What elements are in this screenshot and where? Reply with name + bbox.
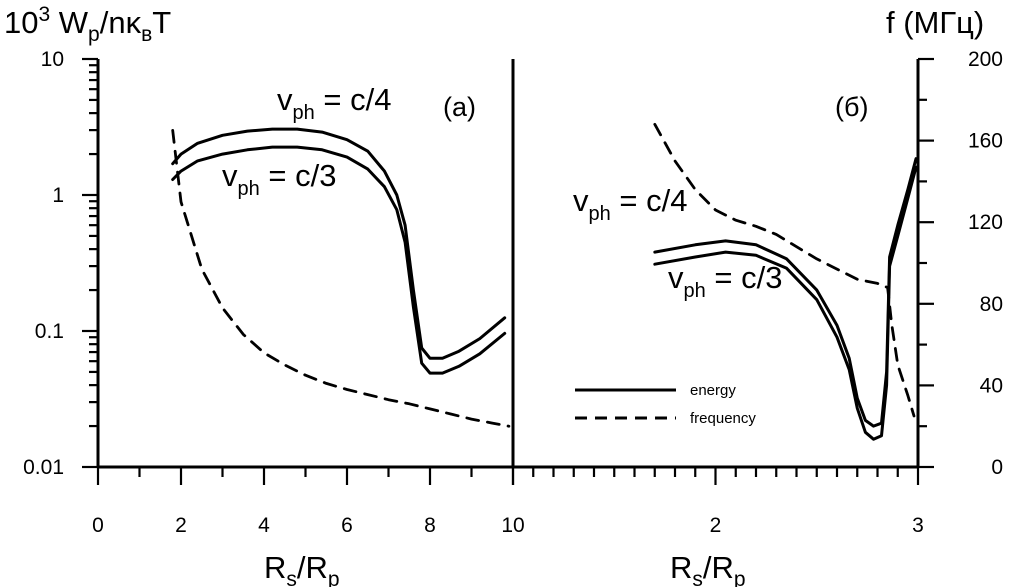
- frequency-series-line-a-2: [171, 128, 511, 428]
- title-part: 10: [4, 5, 38, 40]
- annotation-b-c4: vph = c/4: [573, 183, 687, 225]
- right-tick-label: 160: [968, 130, 1003, 153]
- left-tick-label: 0.1: [35, 320, 64, 343]
- left-tick-label: 0.01: [23, 456, 64, 479]
- x-tick-label-a: 4: [258, 514, 270, 537]
- ticks: [82, 57, 934, 485]
- title-part: p: [328, 568, 340, 587]
- right-tick-label: 120: [968, 211, 1003, 234]
- energy-series-line-a-0: [171, 127, 507, 360]
- title-part: s: [286, 568, 297, 587]
- energy-series-line-b-0: [653, 157, 918, 428]
- legend: energy frequency: [575, 382, 756, 427]
- title-part: R: [264, 550, 286, 585]
- annotation-a-c3: vph = c/3: [222, 158, 336, 200]
- annotation-a-c4: vph = c/4: [277, 82, 391, 124]
- energy-series-line-b-1: [653, 165, 918, 441]
- left-tick-label: 10: [41, 48, 64, 71]
- x-tick-label-a: 6: [341, 514, 353, 537]
- title-part: /R: [703, 550, 734, 585]
- x-tick-label-a: 8: [424, 514, 436, 537]
- annotation-b-c3: vph = c/3: [668, 260, 782, 302]
- title-part: v: [277, 82, 293, 117]
- x-tick-label-b: 3: [912, 514, 924, 537]
- title-part: v: [668, 260, 684, 295]
- title-part: ph: [589, 203, 611, 225]
- title-part: R: [670, 550, 692, 585]
- right-tick-label: 0: [991, 456, 1003, 479]
- tick-labels: 10 1 0.1 0.01 200 160 120 80 40 0 0 2 4 6 8 10 2 3: [23, 48, 1003, 537]
- panel-label-b: (б): [835, 92, 868, 122]
- title-part: = c/3: [260, 158, 337, 193]
- x-tick-label-a: 0: [92, 514, 104, 537]
- title-part: W: [50, 5, 89, 40]
- frequency-series-line-b-2: [653, 122, 916, 418]
- title-part: s: [692, 568, 703, 587]
- x-axis-title-b: Rs/Rp: [670, 550, 746, 587]
- title-part: p: [88, 23, 100, 46]
- curves: [171, 122, 918, 441]
- right-tick-label: 80: [980, 293, 1003, 316]
- title-part: v: [573, 183, 589, 218]
- title-part: в: [141, 23, 152, 46]
- title-part: v: [222, 158, 238, 193]
- x-axis-title-a: Rs/Rp: [264, 550, 340, 587]
- legend-label-frequency: frequency: [690, 410, 756, 427]
- title-part: ph: [293, 102, 315, 124]
- left-tick-label: 1: [52, 184, 64, 207]
- x-tick-label-a: 10: [501, 514, 524, 537]
- x-tick-label-a: 2: [175, 514, 187, 537]
- title-part: /nκ: [100, 5, 142, 40]
- energy-series-line-a-1: [171, 145, 507, 375]
- title-part: ph: [684, 280, 706, 302]
- legend-label-energy: energy: [690, 382, 736, 399]
- x-tick-label-b: 2: [710, 514, 722, 537]
- title-part: p: [734, 568, 746, 587]
- right-axis-title: f (МГц): [886, 5, 984, 40]
- title-part: = c/4: [315, 82, 392, 117]
- left-axis-title: 103 Wp/nκвT: [4, 3, 171, 46]
- right-tick-label: 200: [968, 48, 1003, 71]
- panel-label-a: (a): [443, 92, 476, 122]
- title-part: /R: [297, 550, 328, 585]
- right-tick-label: 40: [980, 374, 1003, 397]
- title-part: 3: [38, 3, 50, 26]
- title-part: = c/3: [706, 260, 783, 295]
- title-part: T: [152, 5, 171, 40]
- title-part: = c/4: [611, 183, 688, 218]
- title-part: ph: [238, 178, 260, 200]
